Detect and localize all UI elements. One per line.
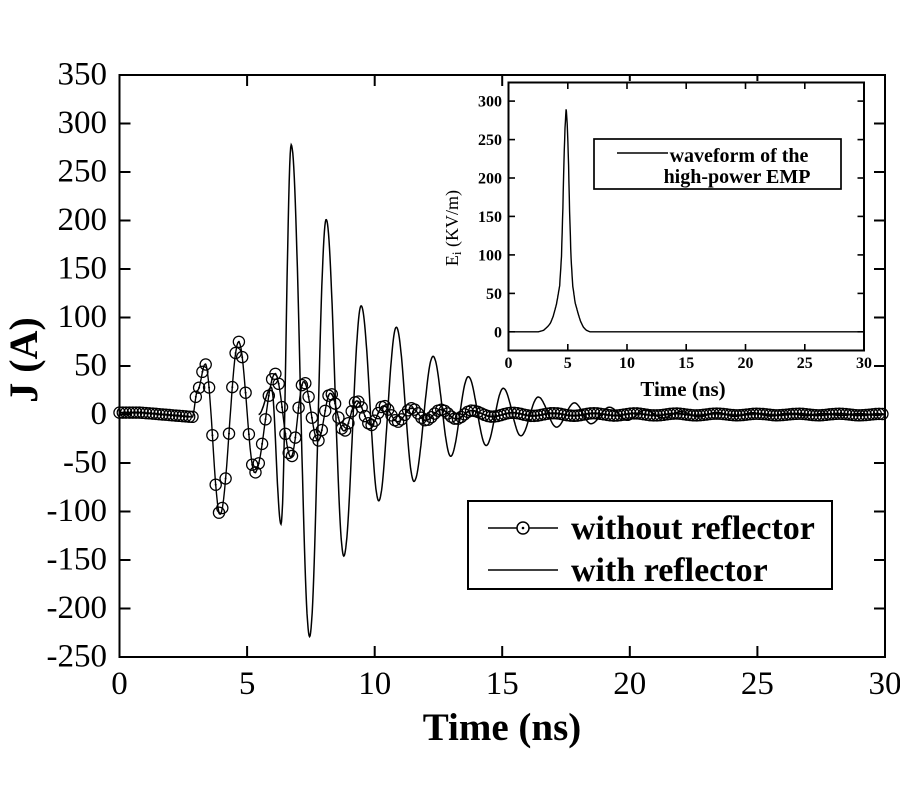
svg-text:100: 100: [478, 247, 502, 264]
svg-text:15: 15: [678, 355, 694, 372]
svg-text:-100: -100: [47, 493, 108, 529]
svg-text:without reflector: without reflector: [571, 510, 815, 547]
svg-text:waveform of the: waveform of the: [670, 145, 809, 167]
svg-text:30: 30: [869, 666, 900, 702]
svg-text:150: 150: [478, 209, 502, 226]
svg-text:20: 20: [738, 355, 754, 372]
svg-text:25: 25: [797, 355, 813, 372]
svg-text:0: 0: [494, 324, 502, 341]
svg-text:5: 5: [239, 666, 256, 702]
svg-text:0: 0: [91, 396, 108, 432]
svg-text:10: 10: [619, 355, 635, 372]
svg-text:200: 200: [478, 171, 502, 188]
svg-text:250: 250: [478, 132, 502, 149]
svg-text:-150: -150: [47, 542, 108, 578]
svg-text:50: 50: [74, 348, 107, 384]
svg-text:300: 300: [478, 94, 502, 111]
svg-text:Time (ns): Time (ns): [640, 377, 725, 401]
svg-text:0: 0: [111, 666, 128, 702]
svg-text:-50: -50: [63, 445, 107, 481]
svg-text:300: 300: [58, 105, 108, 141]
svg-text:100: 100: [58, 299, 108, 335]
svg-text:high-power EMP: high-power EMP: [664, 166, 811, 188]
svg-text:-250: -250: [47, 639, 108, 675]
svg-text:25: 25: [741, 666, 774, 702]
svg-text:with reflector: with reflector: [571, 552, 768, 589]
svg-text:5: 5: [564, 355, 572, 372]
svg-text:150: 150: [58, 251, 108, 287]
svg-text:250: 250: [58, 154, 108, 190]
svg-text:30: 30: [856, 355, 872, 372]
svg-text:50: 50: [486, 286, 502, 303]
svg-text:350: 350: [58, 57, 108, 93]
svg-text:J (A): J (A): [1, 317, 46, 403]
svg-text:Time (ns): Time (ns): [423, 706, 582, 749]
svg-text:200: 200: [58, 202, 108, 238]
svg-text:0: 0: [505, 355, 513, 372]
svg-text:15: 15: [486, 666, 519, 702]
svg-text:-200: -200: [47, 590, 108, 626]
svg-text:20: 20: [613, 666, 646, 702]
svg-text:10: 10: [358, 666, 391, 702]
